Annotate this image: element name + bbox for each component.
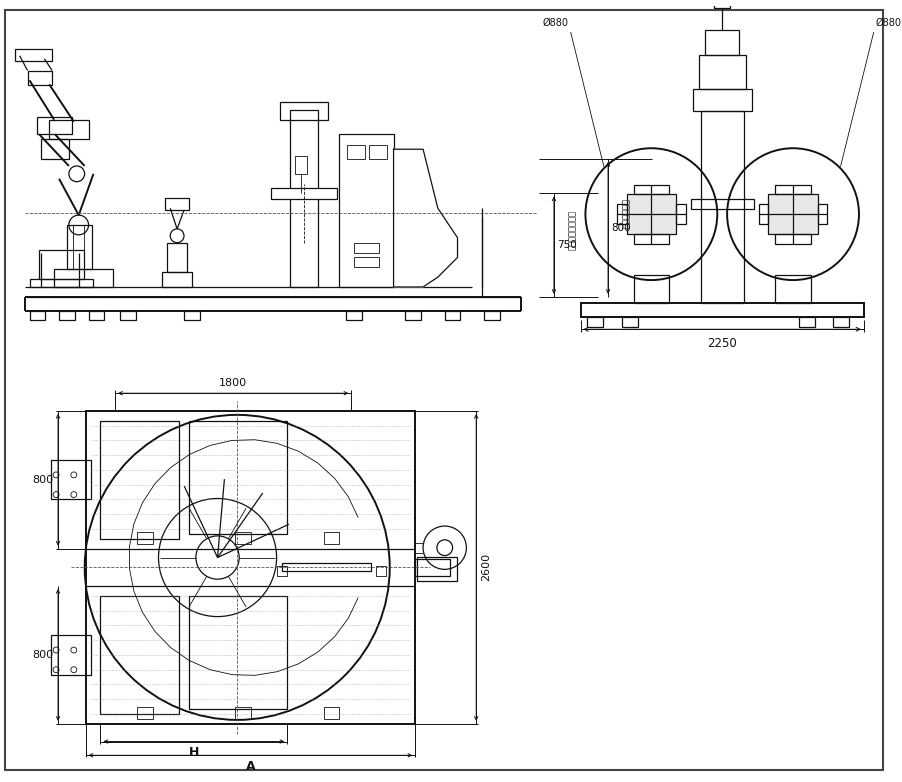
Text: 夹具回转高度: 夹具回转高度: [621, 198, 630, 228]
Bar: [405, 310, 421, 321]
Bar: [693, 89, 751, 111]
Bar: [167, 242, 187, 272]
Text: 750: 750: [557, 240, 576, 250]
Bar: [282, 564, 371, 572]
Bar: [165, 199, 189, 210]
Polygon shape: [393, 149, 457, 287]
Bar: [354, 257, 379, 267]
Text: H: H: [189, 747, 199, 759]
Bar: [100, 596, 179, 714]
Bar: [281, 102, 327, 120]
Bar: [369, 145, 387, 159]
Text: 800: 800: [32, 475, 53, 485]
Bar: [445, 310, 461, 321]
Bar: [769, 195, 817, 234]
Bar: [51, 635, 90, 675]
Bar: [817, 204, 827, 224]
Bar: [30, 310, 45, 321]
Bar: [235, 707, 251, 719]
Bar: [120, 310, 136, 321]
Bar: [776, 185, 811, 195]
Text: Ø880: Ø880: [876, 18, 902, 28]
Text: 800: 800: [32, 650, 53, 660]
Bar: [714, 0, 730, 8]
Bar: [137, 532, 152, 543]
Bar: [67, 225, 91, 269]
Bar: [37, 117, 72, 135]
Bar: [88, 310, 105, 321]
Bar: [324, 532, 339, 543]
Bar: [617, 204, 627, 224]
Bar: [59, 310, 75, 321]
Text: 夹具支撑台面高度: 夹具支撑台面高度: [567, 210, 576, 250]
Bar: [40, 249, 84, 279]
Bar: [290, 109, 318, 287]
Text: Ø880: Ø880: [543, 18, 568, 28]
Bar: [415, 558, 450, 576]
Bar: [776, 234, 811, 244]
Bar: [51, 460, 90, 500]
Text: 1800: 1800: [219, 378, 247, 389]
Bar: [633, 234, 669, 244]
Bar: [271, 188, 337, 199]
Text: 2250: 2250: [707, 337, 737, 350]
Bar: [627, 195, 676, 234]
Bar: [633, 275, 669, 303]
Bar: [235, 532, 251, 543]
Bar: [14, 48, 52, 61]
Bar: [776, 275, 811, 303]
Bar: [587, 317, 603, 328]
Bar: [50, 120, 88, 139]
Bar: [581, 303, 864, 317]
Bar: [189, 596, 288, 709]
Bar: [189, 421, 288, 534]
Bar: [86, 411, 415, 724]
Bar: [621, 317, 638, 328]
Bar: [295, 156, 307, 174]
Bar: [137, 707, 152, 719]
Bar: [54, 269, 113, 287]
Bar: [100, 421, 179, 539]
Bar: [41, 139, 69, 159]
Bar: [705, 30, 739, 55]
Bar: [418, 557, 456, 581]
Bar: [376, 566, 386, 576]
Bar: [691, 199, 754, 210]
Bar: [701, 111, 744, 303]
Bar: [339, 135, 393, 287]
Bar: [633, 185, 669, 195]
Text: 800: 800: [611, 223, 630, 233]
Bar: [346, 310, 362, 321]
Bar: [184, 310, 199, 321]
Bar: [278, 566, 288, 576]
Bar: [354, 242, 379, 253]
Bar: [759, 204, 769, 224]
Bar: [799, 317, 815, 328]
Text: 2600: 2600: [481, 554, 491, 582]
Bar: [324, 707, 339, 719]
Bar: [833, 317, 849, 328]
Bar: [484, 310, 500, 321]
Bar: [30, 279, 94, 287]
Bar: [676, 204, 686, 224]
Text: A: A: [245, 760, 255, 773]
Bar: [162, 272, 192, 287]
Bar: [28, 70, 52, 85]
Bar: [347, 145, 365, 159]
Bar: [698, 55, 746, 89]
